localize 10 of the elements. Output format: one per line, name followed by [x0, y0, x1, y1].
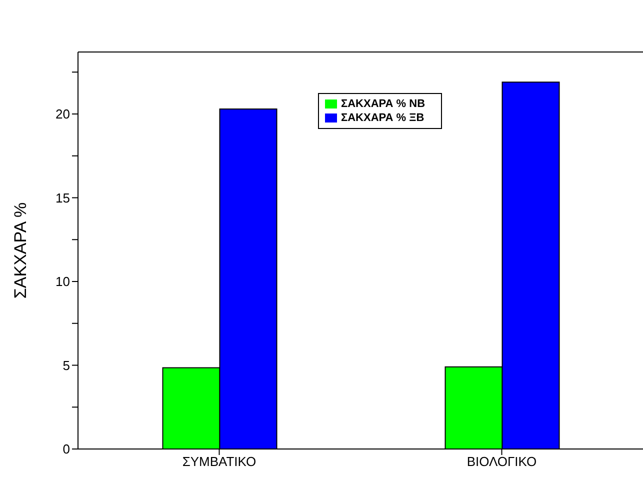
y-tick-label: 10: [56, 274, 70, 290]
y-tick-label: 20: [56, 106, 70, 122]
y-tick-label: 15: [56, 190, 70, 206]
legend-label: ΣΑΚΧΑΡΑ % ΞΒ: [341, 112, 424, 124]
y-tick-label: 5: [62, 358, 70, 373]
legend-label: ΣΑΚΧΑΡΑ % ΝΒ: [341, 98, 426, 110]
y-tick-label: 0: [62, 442, 70, 457]
x-tick-label: ΒΙΟΛΟΓΙΚΟ: [466, 454, 537, 470]
y-axis-title: ΣΑΚΧΑΡΑ %: [11, 202, 30, 299]
x-tick-label: ΣΥΜΒΑΤΙΚΟ: [182, 454, 256, 470]
